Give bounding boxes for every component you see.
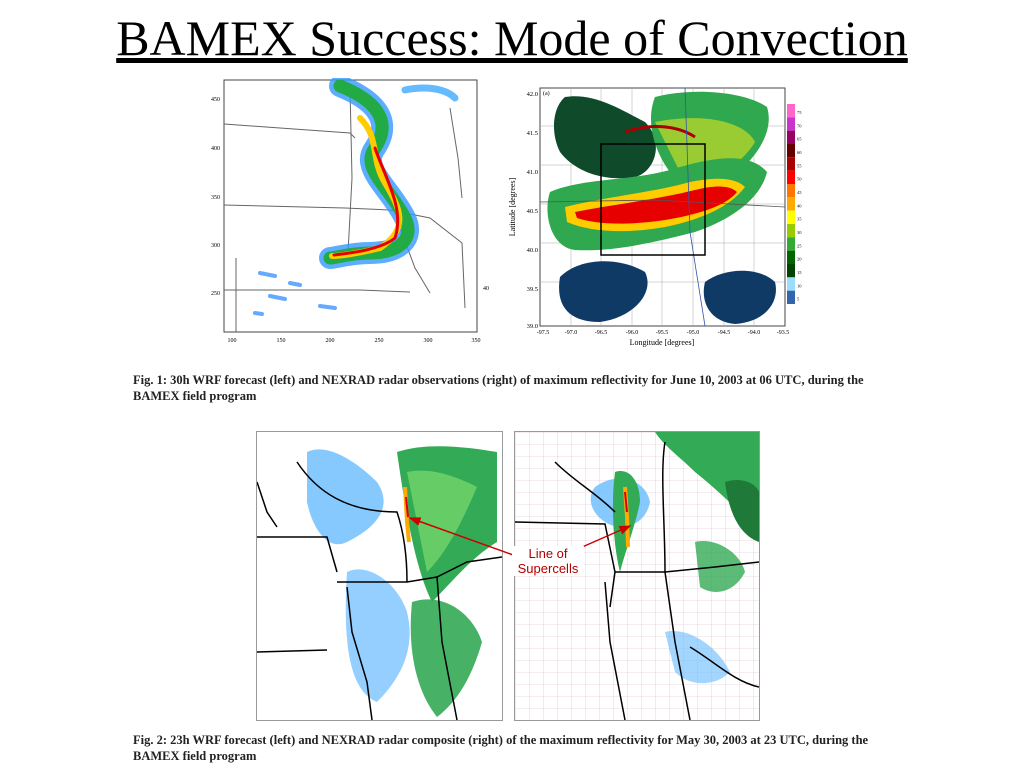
- colorbar-cell: [787, 144, 795, 158]
- colorbar-cell: [787, 197, 795, 211]
- fig1-left-xtick: 300: [424, 338, 433, 344]
- slide-title: BAMEX Success: Mode of Convection: [116, 10, 908, 66]
- fig1-right-xtick: -95.5: [656, 330, 669, 336]
- colorbar-cell: [787, 290, 795, 304]
- fig1-right-xtick: -96.5: [595, 330, 608, 336]
- colorbar-label: 65: [797, 137, 802, 142]
- colorbar-label: 20: [797, 257, 802, 262]
- fig1-right-xtick: -96.0: [626, 330, 639, 336]
- fig1-nexrad-radar-map: 75 70 65 60 55 50 45 40 35 30 25 20 15 10 5 (a) 42.0 4…: [505, 82, 805, 352]
- fig1-right-ytick: 41.5: [527, 130, 538, 137]
- fig1-right-xlabel: Longitude [degrees]: [630, 338, 695, 347]
- colorbar-cell: [787, 157, 795, 171]
- fig1-right-ytick: 42.0: [527, 91, 538, 98]
- colorbar-cell: [787, 264, 795, 278]
- fig1-left-xtick: 350: [472, 338, 481, 344]
- fig1-right-ytick: 41.0: [527, 169, 538, 176]
- colorbar-label: 25: [797, 243, 802, 248]
- fig1-right-ytick: 39.0: [527, 323, 538, 330]
- colorbar-label: 45: [797, 190, 802, 195]
- colorbar-label: 30: [797, 230, 802, 235]
- fig2-caption: Fig. 2: 23h WRF forecast (left) and NEXR…: [133, 733, 869, 763]
- fig2-annotation-line1: Line of: [528, 546, 568, 561]
- fig1-wrf-forecast-map: 450 400 350 300 250 100 150 200 250 300 …: [200, 78, 490, 350]
- fig1-right-xtick: -94.5: [718, 330, 731, 336]
- fig1-left-ytick: 350: [211, 195, 220, 201]
- fig1-right-ylabel: Latitude [degrees]: [508, 177, 517, 236]
- colorbar-label: 40: [797, 203, 802, 208]
- fig1-caption: Fig. 1: 30h WRF forecast (left) and NEXR…: [133, 373, 864, 403]
- colorbar-label: 5: [797, 297, 800, 302]
- colorbar-cell: [787, 117, 795, 131]
- fig1-right-xtick: -97.0: [565, 330, 578, 336]
- colorbar-cell: [787, 250, 795, 264]
- colorbar-cell: [787, 184, 795, 198]
- fig1-right-xtick: -93.5: [777, 330, 790, 336]
- fig1-right-ytick: 40.0: [527, 247, 538, 254]
- colorbar-cell: [787, 130, 795, 144]
- fig2-wrf-forecast-map: [256, 431, 503, 721]
- colorbar-cell: [787, 224, 795, 238]
- colorbar-label: 60: [797, 150, 802, 155]
- fig1-right-xtick: -97.5: [537, 330, 550, 336]
- colorbar-cell: [787, 104, 795, 118]
- colorbar-cell: [787, 210, 795, 224]
- fig1-colorbar-labels: 75 70 65 60 55 50 45 40 35 30 25 20 15 10 5: [797, 110, 802, 302]
- fig1-right-xtick: -94.0: [748, 330, 761, 336]
- fig1-left-ytick: 400: [211, 146, 220, 152]
- fig1-left-xtick: 250: [375, 338, 384, 344]
- fig1-colorbar-cells: [787, 104, 795, 304]
- colorbar-label: 75: [797, 110, 802, 115]
- fig2-nexrad-composite-map: [514, 431, 760, 721]
- fig1-left-ytick: 450: [211, 97, 220, 103]
- colorbar-label: 50: [797, 177, 802, 182]
- fig1-right-corner-label: (a): [543, 90, 550, 97]
- fig1-left-ytick: 250: [211, 291, 220, 297]
- colorbar-cell: [787, 170, 795, 184]
- colorbar-label: 15: [797, 270, 802, 275]
- fig1-left-right-tick: 40: [483, 286, 489, 292]
- colorbar-label: 70: [797, 123, 802, 128]
- fig1-right-xtick: -95.0: [687, 330, 700, 336]
- colorbar-label: 55: [797, 163, 802, 168]
- fig2-annotation-line2: Supercells: [517, 561, 579, 576]
- fig1-right-ytick: 39.5: [527, 286, 538, 293]
- fig1-left-xtick: 100: [228, 338, 237, 344]
- fig1-left-ytick: 300: [211, 243, 220, 249]
- fig1-left-xtick: 150: [277, 338, 286, 344]
- fig2-annotation-label: Line of Supercells: [512, 546, 584, 576]
- fig1-left-xtick: 200: [326, 338, 335, 344]
- fig1-right-ytick: 40.5: [527, 208, 538, 215]
- colorbar-label: 10: [797, 283, 802, 288]
- colorbar-cell: [787, 277, 795, 291]
- colorbar-label: 35: [797, 217, 802, 222]
- colorbar-cell: [787, 237, 795, 251]
